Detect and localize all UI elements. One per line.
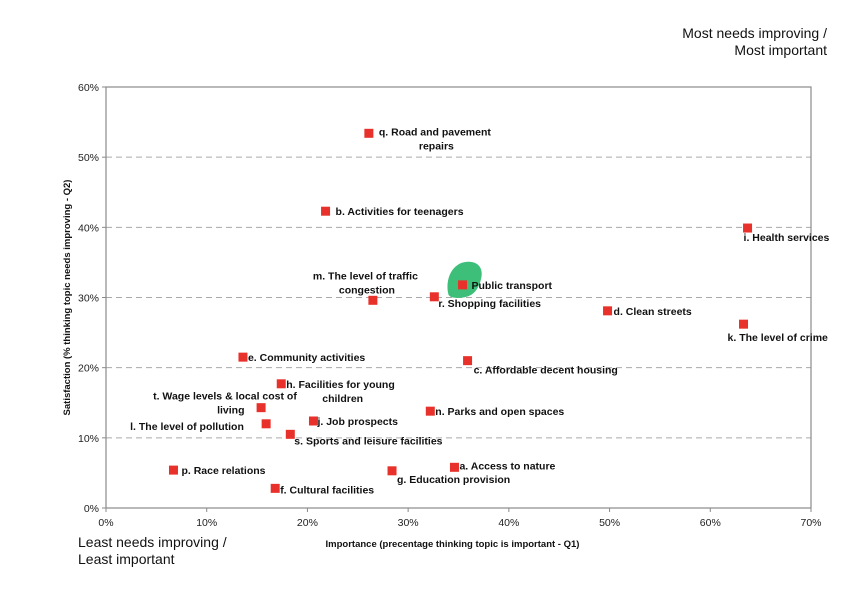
data-point-n[interactable]: n. Parks and open spaces: [425, 406, 565, 418]
top-right-note-line2: Most important: [734, 42, 827, 58]
data-point-q[interactable]: q. Road and pavement repairs: [364, 126, 491, 152]
square-marker[interactable]: [285, 429, 295, 439]
point-label: c. Affordable decent housing: [474, 365, 618, 377]
y-tick-label: 20%: [78, 363, 99, 375]
bottom-left-note-line2: Least important: [78, 551, 175, 567]
point-label: repairs: [419, 140, 454, 152]
data-point-t[interactable]: t. Wage levels & local cost of living: [153, 391, 297, 417]
square-marker[interactable]: [743, 223, 753, 233]
y-tick-label: 10%: [78, 433, 99, 445]
green-highlight-scribble: [447, 261, 482, 298]
data-point-r[interactable]: r. Shopping facilities: [429, 292, 541, 310]
x-tick-label: 20%: [297, 517, 318, 529]
point-label: j. Job prospects: [316, 416, 398, 428]
bottom-left-quadrant-note: Least needs improving / Least important: [78, 534, 227, 568]
top-right-quadrant-note: Most needs improving / Most important: [682, 25, 827, 59]
x-axis-ticks: 0% 10% 20% 30% 40% 50% 60% 70%: [98, 508, 822, 529]
point-label: s. Sports and leisure facilities: [294, 435, 442, 447]
data-point-s[interactable]: s. Sports and leisure facilities: [285, 429, 443, 448]
point-label: t. Wage levels & local cost of: [153, 391, 297, 403]
point-label: d. Clean streets: [614, 306, 692, 318]
point-label: a. Access to nature: [459, 460, 555, 472]
data-point-k[interactable]: k. The level of crime: [728, 319, 829, 345]
data-points: q. Road and pavement repairs b. Activities…: [130, 126, 829, 496]
data-point-p[interactable]: p. Race relations: [168, 465, 266, 477]
data-point-o[interactable]: Public transport: [458, 280, 553, 292]
data-point-a[interactable]: a. Access to nature: [449, 460, 556, 472]
square-marker[interactable]: [449, 462, 459, 472]
x-axis-label: Importance (precentage thinking topic is…: [326, 539, 580, 550]
point-label: h. Facilities for young: [286, 379, 395, 391]
point-label: r. Shopping facilities: [438, 298, 541, 310]
top-right-note-line1: Most needs improving /: [682, 25, 827, 41]
point-label: congestion: [339, 284, 395, 296]
x-tick-label: 0%: [98, 517, 113, 529]
x-tick-label: 10%: [196, 517, 217, 529]
point-label: m. The level of traffic: [313, 270, 418, 282]
square-marker[interactable]: [368, 295, 378, 305]
y-axis-label: Satisfaction (% thinking topic needs imp…: [62, 180, 73, 416]
data-point-m[interactable]: m. The level of traffic congestion: [313, 270, 418, 305]
square-marker[interactable]: [458, 280, 468, 290]
x-tick-label: 70%: [800, 517, 821, 529]
data-point-g[interactable]: g. Education provision: [387, 466, 511, 486]
square-marker[interactable]: [603, 306, 613, 316]
x-tick-label: 60%: [700, 517, 721, 529]
square-marker[interactable]: [429, 292, 439, 302]
x-tick-label: 30%: [398, 517, 419, 529]
y-tick-label: 0%: [84, 503, 99, 515]
bottom-left-note-line1: Least needs improving /: [78, 534, 227, 550]
square-marker[interactable]: [276, 379, 286, 389]
point-label: q. Road and pavement: [379, 126, 492, 138]
square-marker[interactable]: [387, 466, 397, 476]
point-label: living: [217, 405, 244, 417]
data-point-e[interactable]: e. Community activities: [238, 352, 365, 364]
point-label: p. Race relations: [181, 465, 265, 477]
point-label: children: [322, 393, 363, 405]
square-marker[interactable]: [261, 419, 271, 429]
point-label: g. Education provision: [397, 474, 510, 486]
data-point-d[interactable]: d. Clean streets: [603, 306, 692, 318]
square-marker[interactable]: [256, 403, 266, 413]
square-marker[interactable]: [168, 465, 178, 475]
data-point-h[interactable]: h. Facilities for young children: [276, 379, 395, 405]
data-point-c[interactable]: c. Affordable decent housing: [463, 356, 618, 377]
x-tick-label: 50%: [599, 517, 620, 529]
data-point-l[interactable]: l. The level of pollution: [130, 419, 271, 433]
y-tick-label: 50%: [78, 152, 99, 164]
point-label: b. Activities for teenagers: [336, 206, 464, 218]
square-marker[interactable]: [238, 352, 248, 362]
y-tick-label: 60%: [78, 82, 99, 94]
y-axis-ticks: 0% 10% 20% 30% 40% 50% 60%: [78, 82, 106, 515]
data-point-b[interactable]: b. Activities for teenagers: [321, 206, 464, 218]
y-tick-label: 40%: [78, 222, 99, 234]
square-marker[interactable]: [270, 483, 280, 493]
y-tick-label: 30%: [78, 293, 99, 305]
square-marker[interactable]: [463, 356, 473, 366]
point-label: n. Parks and open spaces: [435, 406, 564, 418]
x-tick-label: 40%: [498, 517, 519, 529]
point-label: f. Cultural facilities: [280, 484, 374, 496]
square-marker[interactable]: [321, 206, 331, 216]
highlight-marker-annotation: [447, 261, 482, 298]
square-marker[interactable]: [364, 128, 374, 138]
square-marker[interactable]: [425, 406, 435, 416]
point-label: e. Community activities: [248, 352, 365, 364]
point-label: k. The level of crime: [728, 332, 829, 344]
square-marker[interactable]: [739, 319, 749, 329]
point-label: Public transport: [472, 280, 553, 292]
data-point-f[interactable]: f. Cultural facilities: [270, 483, 375, 497]
data-point-i[interactable]: i. Health services: [743, 223, 830, 245]
point-label: l. The level of pollution: [130, 421, 244, 433]
square-marker[interactable]: [308, 416, 318, 426]
point-label: i. Health services: [744, 232, 830, 244]
data-point-j[interactable]: j. Job prospects: [308, 416, 398, 428]
